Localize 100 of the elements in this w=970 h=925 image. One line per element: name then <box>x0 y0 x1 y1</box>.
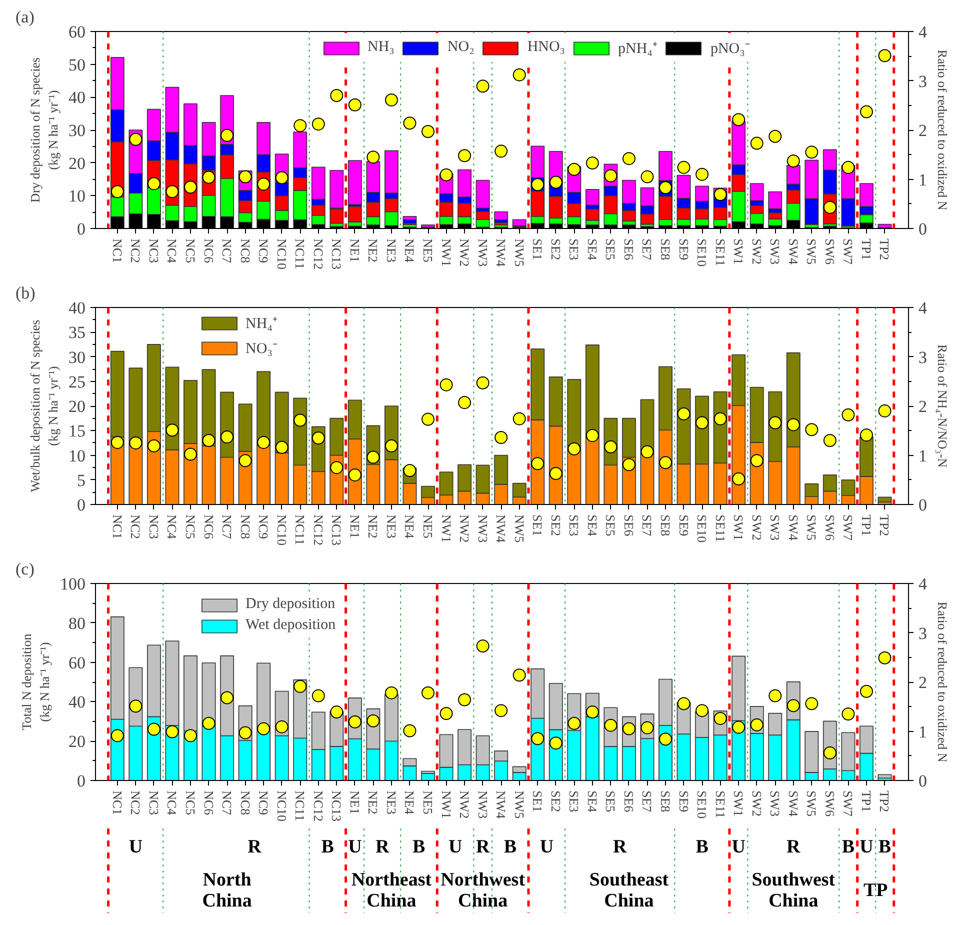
x-tick-label: SW4 <box>786 238 801 265</box>
x-tick-label: NE3 <box>384 790 399 814</box>
legend-label: pNH₄⁺ <box>618 40 658 58</box>
x-tick-label: SW7 <box>840 514 856 541</box>
x-tick-label: SE8 <box>658 514 674 536</box>
x-tick-label: NC1 <box>110 790 125 816</box>
chart-title: (b) <box>16 284 36 302</box>
x-tick-label: NE5 <box>420 790 436 814</box>
text: R <box>612 836 627 858</box>
x-tick-label: NE2 <box>366 238 381 262</box>
x-tick-label: SE7 <box>640 514 655 537</box>
x-tick-label: TP1 <box>858 238 874 260</box>
text: R <box>375 836 390 858</box>
x-tick-label: NW3 <box>475 790 490 819</box>
y-tick-label: 0 <box>77 772 86 790</box>
x-tick-label: NC9 <box>256 790 272 816</box>
x-tick-label: NC12 <box>310 790 326 822</box>
text: Northwest China <box>440 870 526 912</box>
x-tick-label: NC7 <box>220 514 235 540</box>
y2-tick-label: 0 <box>918 772 927 790</box>
x-tick-label: SE1 <box>530 238 546 260</box>
text: B <box>842 836 855 858</box>
text: U <box>348 836 362 858</box>
x-tick-label: NC11 <box>292 238 308 270</box>
x-tick-label: NE4 <box>402 514 418 539</box>
x-tick-label: NW5 <box>512 790 527 819</box>
x-tick-label: SE1 <box>530 790 546 812</box>
y2-axis-title: Ratio of reduced to oxidized N <box>935 602 950 763</box>
x-tick-label: SE10 <box>694 790 710 819</box>
y-tick-label: 60 <box>68 653 86 672</box>
x-tick-label: TP2 <box>877 514 892 536</box>
text: TP <box>863 880 888 902</box>
y-axis-title: Wet/bulk deposition of N species (kg N ha⁻¹ yr⁻¹) <box>28 320 60 492</box>
text: Southeast China <box>589 870 670 912</box>
x-tick-label: NW4 <box>494 238 509 268</box>
x-tick-label: SE11 <box>712 790 728 818</box>
y-tick-label: 15 <box>68 422 86 441</box>
y-tick-label: 30 <box>68 121 86 140</box>
x-tick-label: TP2 <box>877 790 892 812</box>
x-tick-label: NW1 <box>438 790 454 819</box>
y-tick-label: 35 <box>68 323 86 342</box>
y-tick-label: 60 <box>68 22 86 42</box>
text: U <box>448 836 463 858</box>
x-tick-label: SW1 <box>731 790 746 816</box>
x-tick-label: SE4 <box>584 514 600 537</box>
text: R <box>476 836 490 858</box>
x-tick-label: SW2 <box>749 790 764 816</box>
x-tick-label: SW6 <box>822 790 838 817</box>
text: R <box>248 836 262 858</box>
y-tick-label: 30 <box>68 348 86 367</box>
x-tick-label: NC3 <box>146 790 162 816</box>
text: North China <box>202 870 252 912</box>
x-tick-label: NE4 <box>402 238 418 263</box>
x-tick-label: NW4 <box>494 790 509 820</box>
x-tick-label: SW4 <box>786 514 801 541</box>
x-tick-label: NW4 <box>494 514 509 544</box>
x-tick-label: NC3 <box>146 238 162 264</box>
x-tick-label: NW3 <box>475 238 490 267</box>
chart-title: (c) <box>16 560 34 578</box>
x-tick-label: SE9 <box>676 238 692 260</box>
x-tick-label: SE7 <box>640 238 655 261</box>
x-tick-label: NC5 <box>183 238 198 264</box>
text: Northeast China <box>351 870 432 912</box>
y2-tick-label: 2 <box>918 121 927 140</box>
x-tick-label: NC13 <box>329 238 344 270</box>
x-tick-label: SE11 <box>712 238 728 266</box>
x-tick-label: NC2 <box>128 514 144 540</box>
x-tick-label: SW4 <box>786 790 801 817</box>
x-tick-label: SW3 <box>768 514 783 540</box>
x-tick-label: NW1 <box>438 514 454 543</box>
legend-label: HNO₃ <box>527 39 566 56</box>
x-tick-label: NC10 <box>274 790 290 822</box>
x-tick-label: NC8 <box>238 790 253 816</box>
x-tick-label: NC6 <box>201 790 216 816</box>
x-tick-label: NE1 <box>347 238 362 262</box>
y-tick-label: 10 <box>68 446 86 466</box>
x-tick-label: NC2 <box>128 238 144 264</box>
x-tick-label: SW5 <box>804 790 820 816</box>
x-tick-label: NC10 <box>274 238 290 270</box>
x-tick-label: SW5 <box>804 514 820 540</box>
y-tick-label: 5 <box>77 470 86 490</box>
legend-label: NO₂ <box>447 39 474 56</box>
y2-axis-title: Ratio of reduced to oxidized N <box>935 50 950 211</box>
text: B <box>696 836 709 858</box>
x-tick-label: SE4 <box>584 790 600 813</box>
y-tick-label: 100 <box>60 574 86 594</box>
x-tick-label: SE6 <box>621 790 636 813</box>
x-tick-label: SE8 <box>658 790 674 812</box>
x-tick-label: TP1 <box>858 514 874 536</box>
x-tick-label: NW2 <box>457 514 472 543</box>
x-tick-label: NC11 <box>292 790 308 822</box>
text: B <box>878 836 892 858</box>
x-tick-label: SW2 <box>749 238 764 264</box>
y2-axis-title: Ratio of NH₄-N/NO₃-N <box>935 344 950 468</box>
text: U <box>732 836 746 858</box>
x-tick-label: NC5 <box>183 790 198 816</box>
x-tick-label: NE1 <box>347 514 362 538</box>
x-tick-label: SE3 <box>566 790 582 812</box>
x-tick-label: SE3 <box>566 238 582 260</box>
x-tick-label: SE7 <box>640 790 655 813</box>
